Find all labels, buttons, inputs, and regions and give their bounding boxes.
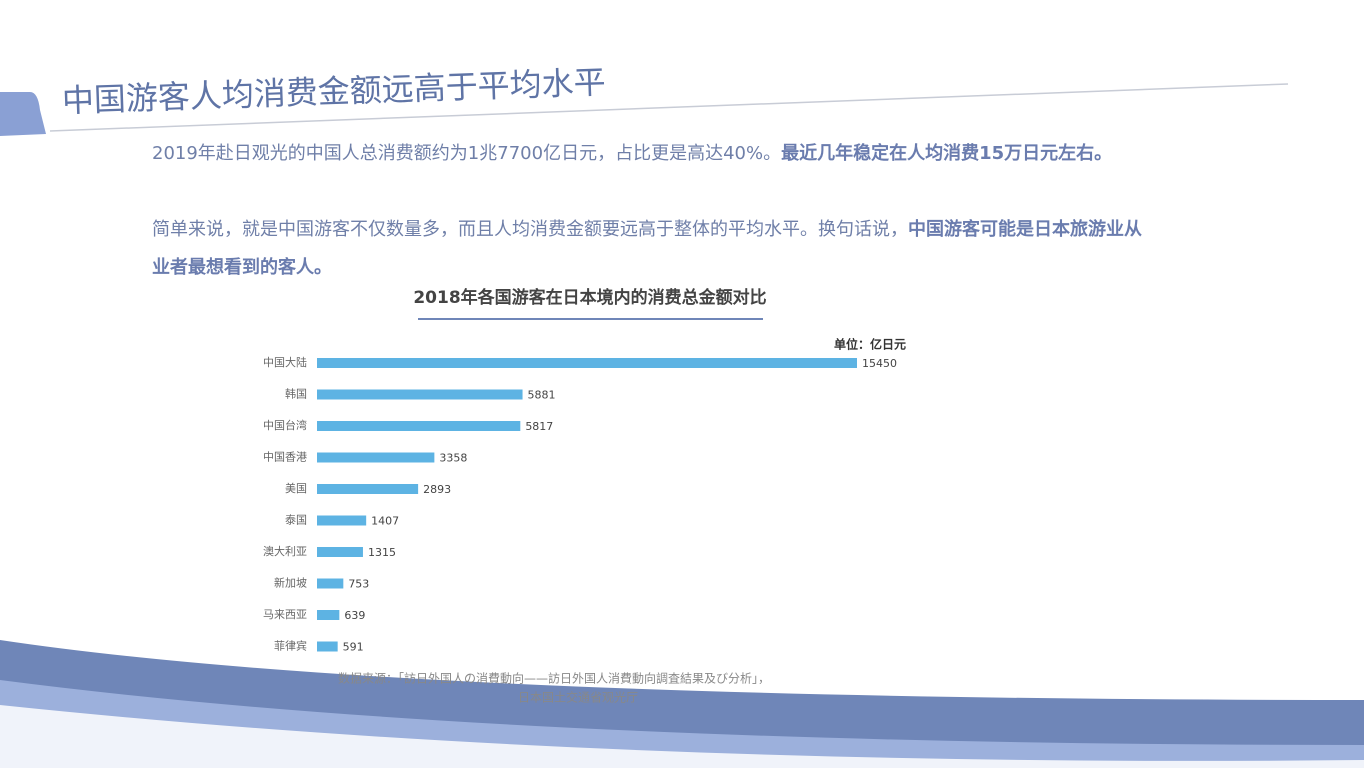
bar <box>317 452 435 463</box>
y-tick-label: 美国 <box>285 482 307 495</box>
unit-label: 单位：亿日元 <box>834 337 906 352</box>
y-tick-label: 中国香港 <box>263 451 307 464</box>
source-line: 日本国土交通省观光厅 <box>518 690 638 705</box>
data-label: 3358 <box>439 452 467 465</box>
slide-title: 中国游客人均消费金额远高于平均水平 <box>61 63 606 120</box>
bar <box>317 484 419 494</box>
bar <box>317 358 857 368</box>
y-tick-label: 澳大利亚 <box>263 544 307 558</box>
bar <box>317 389 523 400</box>
data-label: 753 <box>348 578 369 591</box>
data-label: 639 <box>344 609 365 622</box>
y-tick-label: 中国台湾 <box>263 418 307 432</box>
y-tick-label: 马来西亚 <box>263 608 307 621</box>
bar <box>317 641 338 652</box>
bar <box>317 421 521 431</box>
bar <box>317 610 340 620</box>
y-tick-label: 中国大陆 <box>263 355 307 369</box>
y-tick-label: 泰国 <box>285 513 307 527</box>
data-label: 5817 <box>525 420 553 433</box>
data-label: 1315 <box>368 546 396 559</box>
title-rule <box>49 83 1289 132</box>
bar <box>317 578 344 589</box>
data-label: 591 <box>343 641 364 654</box>
chart-title: 2018年各国游客在日本境内的消费总金额对比 <box>413 287 766 308</box>
y-tick-label: 菲律宾 <box>274 639 307 653</box>
paragraph: 2019年赴日观光的中国人总消费额约为1兆7700亿日元，占比更是高达40%。最… <box>152 135 1152 173</box>
title-tab <box>0 92 46 136</box>
data-label: 5881 <box>528 389 556 402</box>
data-label: 2893 <box>423 483 451 496</box>
source-line: 数据来源：「訪日外国人の消費動向——訪日外国人消費動向調査結果及び分析」， <box>338 671 770 686</box>
text-run: 2019年赴日观光的中国人总消费额约为1兆7700亿日元，占比更是高达40%。 <box>152 143 782 164</box>
paragraph: 简单来说，就是中国游客不仅数量多，而且人均消费金额要远高于整体的平均水平。换句话… <box>152 211 1152 287</box>
text-run: 简单来说，就是中国游客不仅数量多，而且人均消费金额要远高于整体的平均水平。换句话… <box>152 219 908 240</box>
text-run: 最近几年稳定在人均消费15万日元左右。 <box>781 143 1113 164</box>
bar <box>317 515 367 526</box>
y-tick-label: 韩国 <box>285 387 307 401</box>
wave-white <box>0 705 1364 768</box>
data-label: 1407 <box>371 515 399 528</box>
data-label: 15450 <box>862 357 897 370</box>
text-run: 中国游客可能是日本旅游业从业者最想看到的客人。 <box>152 219 1142 278</box>
bar <box>317 547 363 557</box>
y-tick-label: 新加坡 <box>274 576 307 590</box>
